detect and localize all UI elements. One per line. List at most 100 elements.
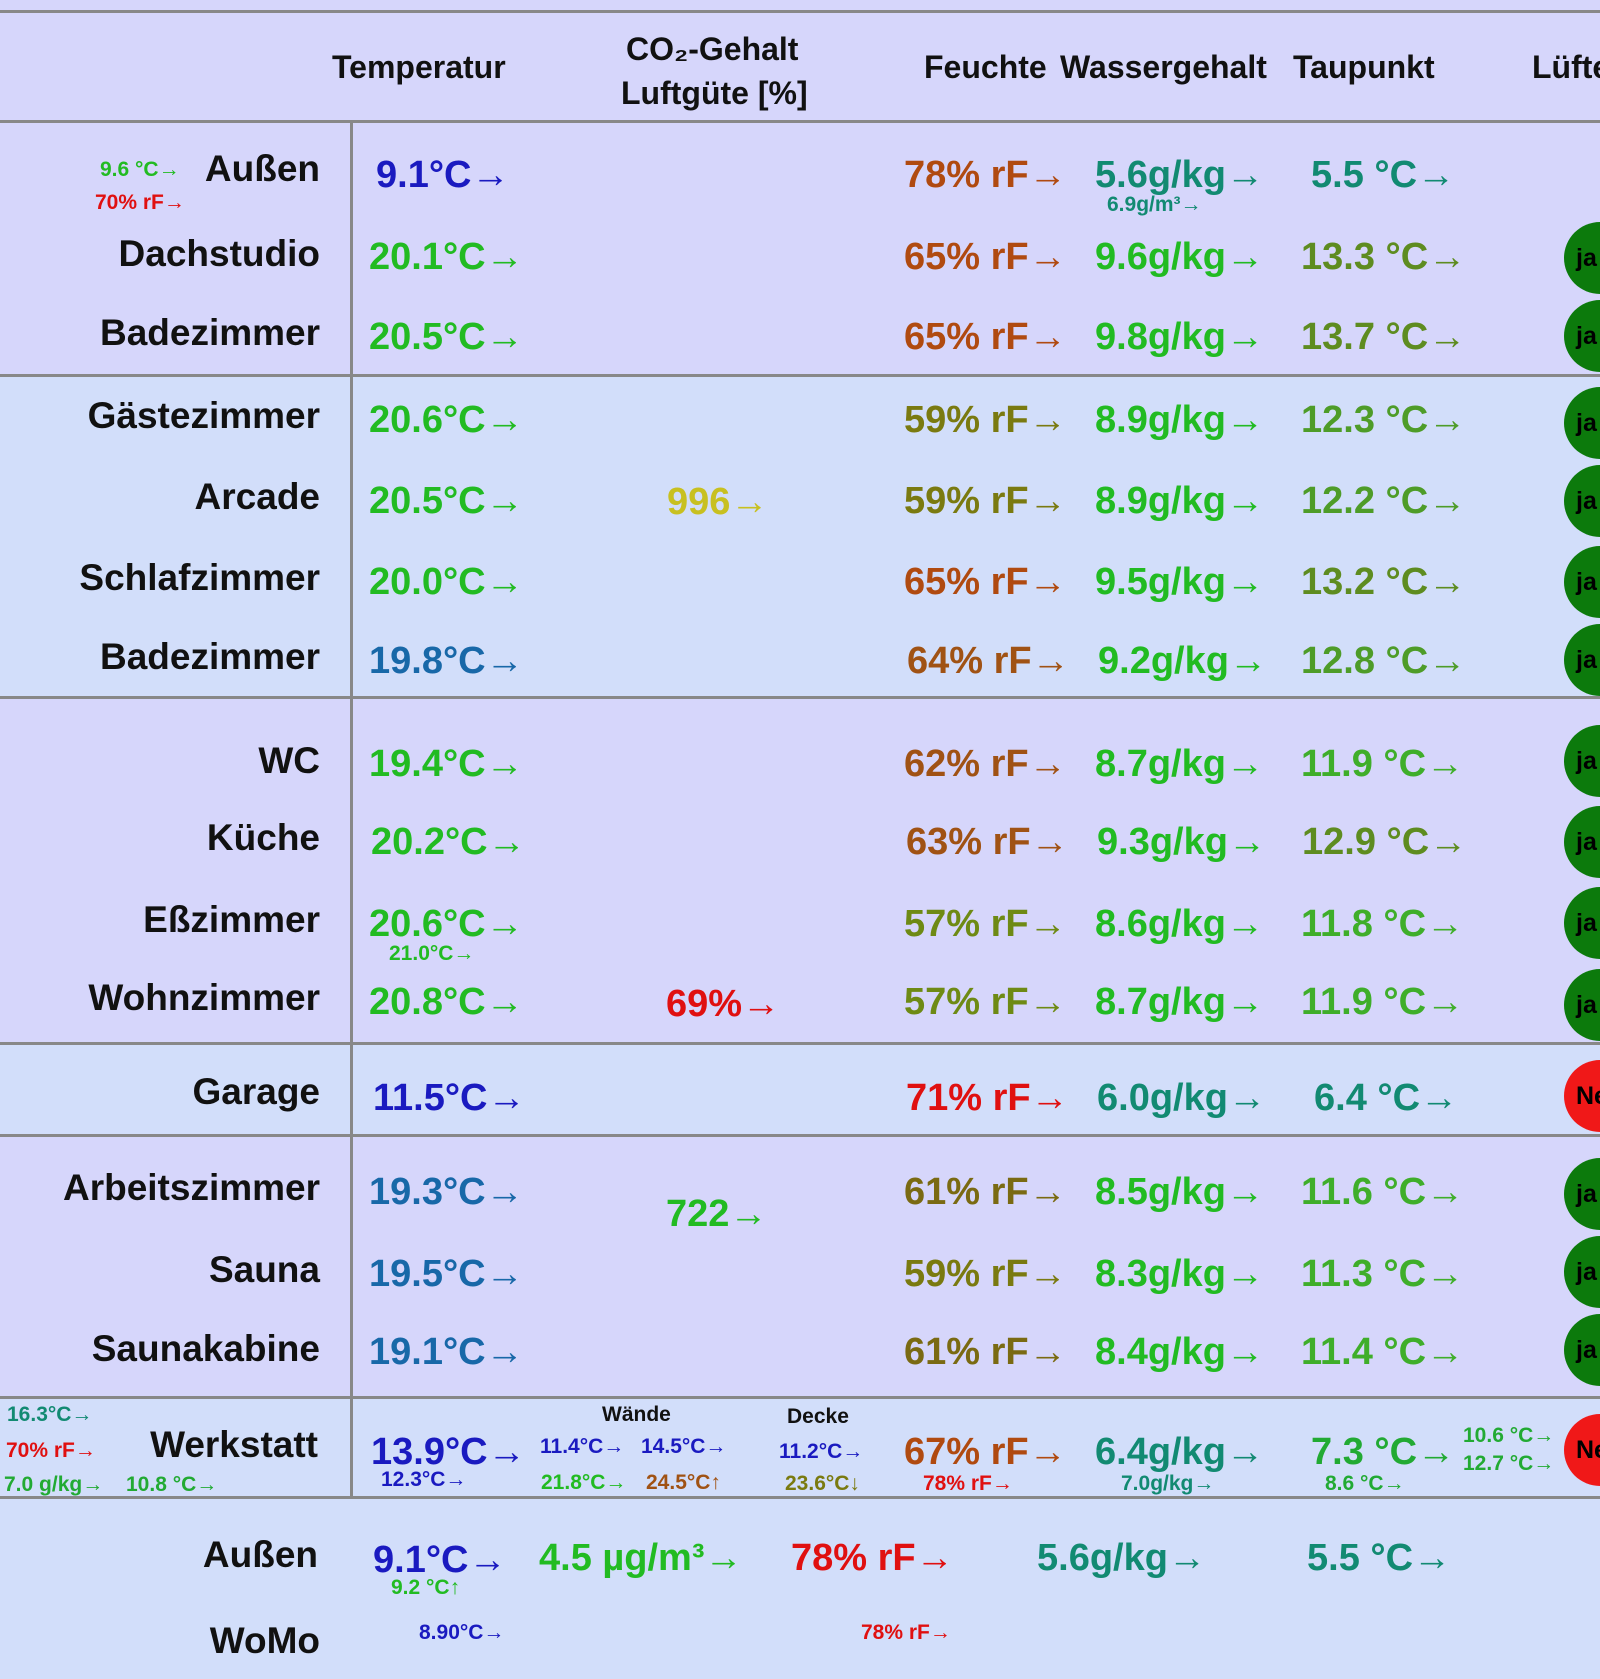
temperature-value: 9.1°C→ <box>373 1539 507 1581</box>
temperature-value: 13.9°C→ <box>371 1431 526 1473</box>
room-name: Sauna <box>208 1249 320 1290</box>
divider-header <box>0 120 1600 123</box>
room-name: Eßzimmer <box>143 899 320 940</box>
temperature-sub-value: 12.3°C→ <box>381 1468 467 1491</box>
humidity-value: 59% rF→ <box>904 1253 1067 1295</box>
waende-value-3: 21.8°C→ <box>541 1471 627 1494</box>
room-name: Arbeitszimmer <box>62 1167 320 1208</box>
water-content-value: 8.5g/kg→ <box>1095 1171 1264 1213</box>
humidity-value: 67% rF→ <box>904 1431 1067 1473</box>
humidity-value: 59% rF→ <box>904 399 1067 441</box>
room-name: Dachstudio <box>118 233 320 274</box>
water-content-value: 8.3g/kg→ <box>1095 1253 1264 1295</box>
humidity-value: 65% rF→ <box>904 561 1067 603</box>
aussen-side-rf: 70% rF→ <box>95 191 185 214</box>
room-name: Badezimmer <box>99 636 320 677</box>
water-content-m3: 6.9g/m³→ <box>1107 193 1202 216</box>
particulate-value: 4.5 µg/m³→ <box>539 1537 743 1579</box>
dewpoint-value: 11.9 °C→ <box>1301 743 1465 785</box>
decke-value-2: 23.6°C↓ <box>785 1472 860 1495</box>
dewpoint-value: 12.8 °C→ <box>1301 640 1467 682</box>
divider-keller <box>0 1396 1600 1399</box>
waende-value-2: 14.5°C→ <box>641 1435 727 1458</box>
header-feuchte: Feuchte <box>924 49 1047 85</box>
group-keller-band <box>0 1136 1600 1398</box>
header-temperatur: Temperatur <box>332 49 506 85</box>
temperature-value: 19.4°C→ <box>369 743 524 785</box>
group-garage-band <box>0 1044 1600 1136</box>
room-name: WoMo <box>209 1620 320 1661</box>
temperature-value: 20.6°C→ <box>369 399 524 441</box>
divider-top <box>0 10 1600 13</box>
dewpoint-value: 13.3 °C→ <box>1301 236 1467 278</box>
dewpoint-value: 6.4 °C→ <box>1314 1077 1459 1119</box>
dewpoint-value: 7.3 °C→ <box>1311 1431 1456 1473</box>
humidity-value: 71% rF→ <box>906 1077 1069 1119</box>
humidity-value: 62% rF→ <box>904 743 1067 785</box>
dewpoint-value: 11.3 °C→ <box>1301 1253 1465 1295</box>
temperature-value: 19.5°C→ <box>369 1253 524 1295</box>
header-lueften: Lüfte <box>1532 49 1600 85</box>
ventilation-indicator: ja <box>1564 387 1600 459</box>
divider-werkstatt <box>0 1496 1600 1499</box>
dewpoint-value: 5.5 °C→ <box>1307 1537 1452 1579</box>
ventilation-indicator: ja <box>1564 1314 1600 1386</box>
dewpoint-value: 11.4 °C→ <box>1301 1331 1465 1373</box>
temperature-value: 20.5°C→ <box>369 316 524 358</box>
room-name: WC <box>258 740 320 781</box>
temperature-sub-value: 21.0°C→ <box>389 942 475 965</box>
humidity-value: 64% rF→ <box>907 640 1070 682</box>
air-quality-value-eg: 69%→ <box>666 983 781 1025</box>
group-dach-band <box>0 122 1600 376</box>
decke-value-1: 11.2°C→ <box>779 1440 864 1463</box>
temperature-value: 11.5°C→ <box>373 1077 526 1119</box>
aussen-side-temp: 9.6 °C→ <box>100 158 180 181</box>
humidity-value: 63% rF→ <box>906 821 1069 863</box>
room-name: Schlafzimmer <box>79 557 320 598</box>
temperature-sub-value: 9.2 °C↑ <box>391 1576 461 1599</box>
water-content-value: 9.5g/kg→ <box>1095 561 1264 603</box>
room-name: Saunakabine <box>91 1328 320 1369</box>
divider-og <box>0 696 1600 699</box>
temperature-value: 20.6°C→ <box>369 903 524 945</box>
divider-eg <box>0 1042 1600 1045</box>
humidity-value: 78% rF→ <box>791 1537 954 1579</box>
humidity-sub-value: 78% rF→ <box>923 1472 1013 1495</box>
werkstatt-side-temp: 16.3°C→ <box>7 1403 93 1426</box>
room-name: Arcade <box>194 476 320 517</box>
temperature-value: 19.1°C→ <box>369 1331 524 1373</box>
divider-dach <box>0 374 1600 377</box>
decke-label: Decke <box>787 1405 849 1428</box>
water-content-value: 8.9g/kg→ <box>1095 399 1264 441</box>
humidity-value: 59% rF→ <box>904 480 1067 522</box>
dewpoint-value: 12.3 °C→ <box>1301 399 1467 441</box>
temperature-value: 19.8°C→ <box>369 640 524 682</box>
water-content-value: 9.6g/kg→ <box>1095 236 1264 278</box>
temperature-value: 19.3°C→ <box>369 1171 524 1213</box>
humidity-value: 61% rF→ <box>904 1171 1067 1213</box>
humidity-value: 57% rF→ <box>904 981 1067 1023</box>
water-content-value: 9.8g/kg→ <box>1095 316 1264 358</box>
dewpoint-value: 11.9 °C→ <box>1301 981 1465 1023</box>
room-name: Gästezimmer <box>87 395 320 436</box>
water-content-value: 6.4g/kg→ <box>1095 1431 1264 1473</box>
header-taupunkt: Taupunkt <box>1293 49 1435 85</box>
humidity-value: 65% rF→ <box>904 316 1067 358</box>
column-divider <box>350 120 353 1499</box>
dewpoint-value: 11.6 °C→ <box>1301 1171 1465 1213</box>
dewpoint-value: 5.5 °C→ <box>1311 154 1456 196</box>
water-content-value: 8.7g/kg→ <box>1095 743 1264 785</box>
water-content-value: 8.9g/kg→ <box>1095 480 1264 522</box>
dewpoint-value: 13.7 °C→ <box>1301 316 1467 358</box>
werkstatt-side-rf: 70% rF→ <box>6 1439 96 1462</box>
room-name: Außen <box>204 148 320 189</box>
dewpoint-value: 12.2 °C→ <box>1301 480 1467 522</box>
header-co2: CO₂-Gehalt <box>626 31 799 67</box>
water-content-sub-value: 7.0g/kg→ <box>1121 1472 1215 1495</box>
temperature-value: 8.90°C→ <box>419 1621 505 1644</box>
room-name: Badezimmer <box>99 312 320 353</box>
humidity-value: 78% rF→ <box>904 154 1067 196</box>
dewpoint-value: 13.2 °C→ <box>1301 561 1467 603</box>
humidity-value: 61% rF→ <box>904 1331 1067 1373</box>
humidity-value: 78% rF→ <box>861 1621 951 1644</box>
